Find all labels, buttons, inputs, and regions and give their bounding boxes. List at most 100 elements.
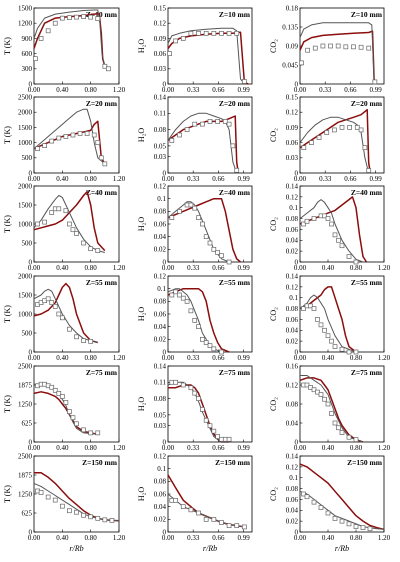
x-tick-label: 0.99: [237, 444, 250, 452]
y-tick-label: 0.08: [154, 126, 167, 134]
x-tick-label: 0.66: [344, 175, 357, 183]
panel-CO2-Z10: 0 0.045 0.09 0.135 0.18 0.00 0.33 0.66 0.99 CO₂ Z=…: [269, 4, 385, 94]
x-tick-label: 0.00: [28, 534, 41, 542]
experimental-marker: [346, 349, 352, 355]
x-tick-label: 0.33: [187, 175, 200, 183]
y-axis-label: CO₂: [269, 128, 278, 142]
experimental-marker: [343, 44, 349, 50]
y-tick-label: 1500: [18, 201, 33, 209]
x-tick-label: 0.33: [187, 354, 200, 362]
experimental-marker: [52, 497, 58, 503]
experimental-marker: [203, 234, 209, 240]
x-tick-label: 0.40: [56, 444, 69, 452]
experimental-marker: [102, 161, 108, 167]
z-position-label: Z=150 mm: [82, 458, 118, 467]
experimental-marker: [219, 30, 224, 36]
experimental-marker: [196, 324, 201, 330]
experimental-marker: [56, 311, 62, 317]
x-tick-label: 0.80: [350, 534, 363, 542]
experimental-marker: [49, 210, 55, 215]
y-tick-label: 0: [295, 528, 299, 536]
experimental-marker: [200, 121, 205, 127]
experimental-marker: [184, 298, 190, 304]
y-tick-label: 0.12: [154, 20, 167, 28]
experimental-marker: [222, 436, 228, 442]
y-tick-label: 0.16: [286, 362, 299, 370]
experimental-marker: [360, 525, 366, 531]
y-tick-label: 500: [22, 329, 33, 337]
experimental-marker: [322, 327, 327, 333]
experimental-marker: [336, 237, 341, 243]
panel-T-Z20: 0 500 1000 1500 2000 2500 0.00 0.40 0.80 1.20 T (K…: [3, 93, 126, 183]
y-tick-label: 1000: [18, 139, 33, 147]
experimental-marker: [49, 384, 55, 390]
experimental-marker: [339, 125, 345, 130]
experimental-marker: [45, 296, 51, 302]
y-tick-label: 500: [22, 239, 33, 247]
z-position-label: Z=20 mm: [219, 99, 251, 108]
y-axis-label: T (K): [3, 395, 12, 413]
experimental-marker: [81, 240, 86, 246]
experimental-marker: [234, 167, 240, 173]
experimental-marker: [52, 387, 58, 393]
x-tick-label: 0.00: [28, 175, 41, 183]
experimental-marker: [81, 338, 86, 343]
experimental-marker: [211, 246, 217, 252]
experimental-marker: [242, 79, 247, 84]
simulation-line-dark: [33, 282, 98, 344]
x-tick-label: 0.00: [162, 444, 175, 452]
experimental-marker: [312, 45, 318, 51]
x-tick-label: 0.66: [344, 86, 357, 94]
experimental-marker: [366, 45, 372, 51]
x-tick-label: 0.40: [322, 534, 335, 542]
y-tick-label: 0.04: [286, 237, 299, 245]
y-tick-label: 0.12: [154, 182, 167, 190]
experimental-marker: [304, 382, 310, 388]
plot-frame: [167, 185, 253, 263]
y-tick-label: 0.09: [154, 35, 167, 43]
y-tick-label: 625: [22, 509, 33, 517]
experimental-marker: [35, 146, 40, 152]
experimental-marker: [203, 417, 209, 423]
experimental-marker: [33, 56, 38, 62]
x-tick-label: 0.00: [294, 175, 307, 183]
experimental-marker: [219, 253, 224, 259]
x-tick-label: 0.80: [85, 354, 98, 362]
experimental-marker: [322, 396, 327, 402]
experimental-marker: [192, 121, 198, 127]
z-position-label: Z=40 mm: [86, 188, 118, 197]
experimental-marker: [200, 336, 205, 342]
experimental-marker: [203, 30, 209, 36]
y-axis-label: CO₂: [269, 397, 278, 411]
x-tick-label: 0.00: [162, 175, 175, 183]
y-tick-label: 0.12: [286, 193, 299, 201]
simulation-line-grey: [299, 490, 385, 530]
experimental-marker: [95, 515, 101, 521]
experimental-marker: [332, 344, 338, 349]
experimental-marker: [354, 125, 360, 130]
experimental-marker: [215, 119, 220, 124]
y-axis-label: T (K): [3, 37, 12, 55]
y-tick-label: 1500: [18, 291, 33, 299]
experimental-marker: [192, 317, 198, 323]
y-tick-label: 0.1: [157, 195, 166, 203]
experimental-marker: [188, 202, 194, 208]
experimental-marker: [304, 494, 310, 500]
y-tick-label: 0.02: [154, 336, 167, 344]
y-tick-label: 0.03: [154, 153, 167, 161]
x-tick-label: 0.99: [237, 86, 250, 94]
experimental-marker: [234, 523, 240, 529]
x-tick-label: 0.80: [85, 444, 98, 452]
x-axis-label: r/Rb: [335, 544, 349, 553]
x-tick-label: 1.20: [113, 534, 126, 542]
experimental-marker: [173, 38, 178, 44]
experimental-marker: [173, 379, 178, 385]
y-tick-label: 0.15: [286, 93, 299, 101]
y-tick-label: 0: [163, 169, 167, 177]
experimental-marker: [242, 524, 247, 530]
x-tick-label: 0.99: [237, 534, 250, 542]
y-tick-label: 1875: [18, 471, 33, 479]
experimental-marker: [167, 51, 172, 56]
x-tick-label: 0.66: [212, 534, 225, 542]
experimental-marker: [102, 63, 108, 69]
